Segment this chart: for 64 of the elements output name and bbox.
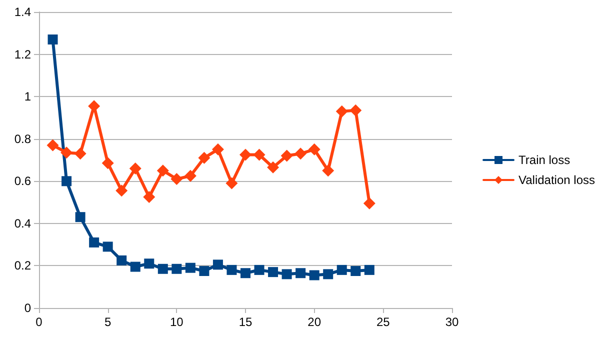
point bbox=[184, 170, 196, 182]
point bbox=[268, 267, 278, 278]
point bbox=[350, 104, 362, 116]
point bbox=[267, 161, 280, 174]
x-tick-label: 25 bbox=[376, 315, 390, 329]
y-tick-label: 1 bbox=[24, 90, 32, 104]
y-tick-label: 1.4 bbox=[14, 5, 32, 19]
point bbox=[309, 270, 320, 280]
point bbox=[336, 105, 348, 118]
point bbox=[323, 269, 334, 280]
point bbox=[226, 264, 237, 275]
point bbox=[129, 162, 142, 174]
legend-label: Train loss bbox=[518, 153, 570, 167]
point bbox=[172, 264, 182, 274]
point bbox=[116, 255, 127, 266]
point bbox=[185, 262, 196, 273]
point bbox=[144, 258, 154, 269]
point bbox=[62, 176, 72, 186]
point bbox=[254, 264, 264, 275]
point bbox=[212, 143, 224, 156]
point bbox=[280, 150, 293, 162]
legend-label: Validation loss bbox=[518, 173, 596, 187]
y-tick-label: 0.8 bbox=[14, 132, 32, 146]
x-tick-label: 5 bbox=[104, 315, 112, 329]
y-tick-label: 0.2 bbox=[14, 258, 32, 273]
x-tick-label: 15 bbox=[238, 315, 252, 329]
point bbox=[322, 164, 334, 177]
y-tick-label: 0.6 bbox=[14, 174, 32, 188]
point bbox=[212, 260, 223, 270]
x-tick-label: 0 bbox=[36, 315, 43, 329]
point bbox=[198, 152, 210, 164]
point bbox=[143, 191, 156, 203]
point bbox=[199, 266, 210, 276]
point bbox=[158, 264, 168, 274]
point bbox=[156, 164, 169, 177]
point bbox=[308, 143, 320, 156]
point bbox=[296, 268, 306, 278]
point bbox=[130, 262, 140, 272]
point bbox=[74, 148, 86, 160]
point bbox=[170, 173, 183, 186]
point bbox=[48, 34, 58, 44]
y-tick-label: 0.4 bbox=[14, 216, 32, 230]
point bbox=[350, 266, 361, 276]
point bbox=[240, 268, 250, 278]
point bbox=[46, 139, 59, 152]
point bbox=[89, 237, 100, 248]
point bbox=[253, 148, 266, 161]
point bbox=[364, 264, 374, 275]
point bbox=[116, 184, 128, 197]
point bbox=[60, 146, 73, 159]
point bbox=[102, 242, 113, 252]
y-tick-label: 0 bbox=[24, 301, 32, 315]
point bbox=[102, 157, 114, 170]
point bbox=[240, 148, 252, 161]
point bbox=[336, 264, 347, 275]
point bbox=[226, 177, 238, 190]
point bbox=[363, 197, 376, 210]
x-tick-label: 10 bbox=[170, 315, 184, 329]
point bbox=[282, 269, 292, 280]
x-tick-label: 30 bbox=[445, 315, 459, 329]
point bbox=[75, 212, 86, 222]
x-tick-label: 20 bbox=[308, 315, 322, 329]
y-tick-label: 1.2 bbox=[14, 47, 32, 62]
point bbox=[294, 148, 307, 160]
